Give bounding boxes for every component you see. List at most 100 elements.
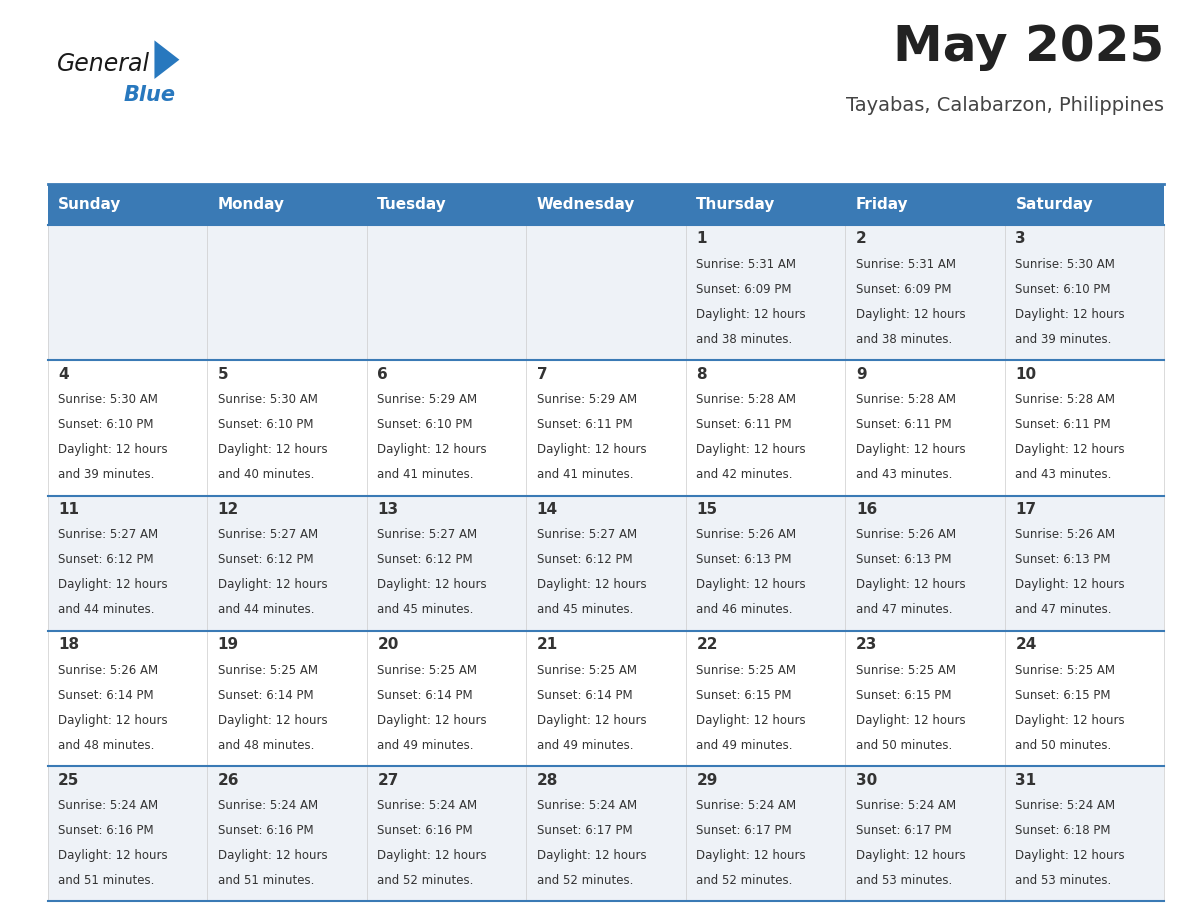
Text: 28: 28 <box>537 773 558 788</box>
Text: Sunset: 6:17 PM: Sunset: 6:17 PM <box>537 824 632 837</box>
Text: and 42 minutes.: and 42 minutes. <box>696 468 792 481</box>
Text: Daylight: 12 hours: Daylight: 12 hours <box>696 849 805 862</box>
Text: Daylight: 12 hours: Daylight: 12 hours <box>58 849 168 862</box>
Bar <box>207 360 367 496</box>
Bar <box>48 496 207 631</box>
Text: and 45 minutes.: and 45 minutes. <box>537 603 633 616</box>
Text: Daylight: 12 hours: Daylight: 12 hours <box>217 849 328 862</box>
Bar <box>48 184 207 225</box>
Text: and 38 minutes.: and 38 minutes. <box>855 332 952 346</box>
Text: and 52 minutes.: and 52 minutes. <box>696 874 792 887</box>
Text: Sunrise: 5:31 AM: Sunrise: 5:31 AM <box>855 258 956 271</box>
Text: and 43 minutes.: and 43 minutes. <box>1016 468 1112 481</box>
Text: Sunset: 6:13 PM: Sunset: 6:13 PM <box>696 554 792 566</box>
Text: Daylight: 12 hours: Daylight: 12 hours <box>217 713 328 727</box>
Text: Sunset: 6:10 PM: Sunset: 6:10 PM <box>1016 283 1111 296</box>
Text: 18: 18 <box>58 637 80 653</box>
Text: Sunrise: 5:24 AM: Sunrise: 5:24 AM <box>58 799 158 812</box>
Bar <box>526 631 685 767</box>
Text: Sunrise: 5:26 AM: Sunrise: 5:26 AM <box>1016 528 1116 542</box>
Text: Sunrise: 5:25 AM: Sunrise: 5:25 AM <box>217 664 317 677</box>
Text: Sunrise: 5:30 AM: Sunrise: 5:30 AM <box>58 393 158 406</box>
Text: and 44 minutes.: and 44 minutes. <box>58 603 154 616</box>
Bar <box>367 767 526 901</box>
Bar <box>367 496 526 631</box>
Text: Sunrise: 5:24 AM: Sunrise: 5:24 AM <box>1016 799 1116 812</box>
Text: Daylight: 12 hours: Daylight: 12 hours <box>58 443 168 456</box>
Text: 17: 17 <box>1016 502 1036 517</box>
Text: 29: 29 <box>696 773 718 788</box>
Text: Sunrise: 5:25 AM: Sunrise: 5:25 AM <box>537 664 637 677</box>
Text: Sunset: 6:16 PM: Sunset: 6:16 PM <box>217 824 314 837</box>
Text: and 47 minutes.: and 47 minutes. <box>855 603 953 616</box>
Text: May 2025: May 2025 <box>893 23 1164 71</box>
Bar <box>845 496 1005 631</box>
Text: Daylight: 12 hours: Daylight: 12 hours <box>1016 578 1125 591</box>
Bar <box>1005 631 1164 767</box>
Text: Sunrise: 5:28 AM: Sunrise: 5:28 AM <box>1016 393 1116 406</box>
Bar <box>685 225 845 360</box>
Text: Daylight: 12 hours: Daylight: 12 hours <box>696 443 805 456</box>
Text: Sunrise: 5:28 AM: Sunrise: 5:28 AM <box>696 393 796 406</box>
Text: Sunset: 6:13 PM: Sunset: 6:13 PM <box>855 554 952 566</box>
Text: Sunset: 6:13 PM: Sunset: 6:13 PM <box>1016 554 1111 566</box>
Bar <box>526 496 685 631</box>
Bar <box>845 360 1005 496</box>
Bar <box>685 496 845 631</box>
Text: and 50 minutes.: and 50 minutes. <box>1016 739 1112 752</box>
Text: Sunset: 6:17 PM: Sunset: 6:17 PM <box>696 824 792 837</box>
Text: and 51 minutes.: and 51 minutes. <box>58 874 154 887</box>
Text: Daylight: 12 hours: Daylight: 12 hours <box>855 443 966 456</box>
Text: Daylight: 12 hours: Daylight: 12 hours <box>58 578 168 591</box>
Text: Sunset: 6:09 PM: Sunset: 6:09 PM <box>855 283 952 296</box>
Text: Sunset: 6:10 PM: Sunset: 6:10 PM <box>58 418 153 431</box>
Bar <box>367 225 526 360</box>
Bar <box>845 225 1005 360</box>
Bar <box>367 184 526 225</box>
Text: and 39 minutes.: and 39 minutes. <box>58 468 154 481</box>
Text: 9: 9 <box>855 366 866 382</box>
Text: and 49 minutes.: and 49 minutes. <box>696 739 792 752</box>
Text: Sunrise: 5:29 AM: Sunrise: 5:29 AM <box>378 393 478 406</box>
Text: Daylight: 12 hours: Daylight: 12 hours <box>378 443 487 456</box>
Text: 26: 26 <box>217 773 239 788</box>
Bar <box>685 360 845 496</box>
Bar <box>207 496 367 631</box>
Text: Sunset: 6:15 PM: Sunset: 6:15 PM <box>855 688 952 701</box>
Text: 20: 20 <box>378 637 399 653</box>
Text: Daylight: 12 hours: Daylight: 12 hours <box>1016 443 1125 456</box>
Text: and 48 minutes.: and 48 minutes. <box>58 739 154 752</box>
Text: Daylight: 12 hours: Daylight: 12 hours <box>537 713 646 727</box>
Text: Sunset: 6:12 PM: Sunset: 6:12 PM <box>378 554 473 566</box>
Text: Sunrise: 5:24 AM: Sunrise: 5:24 AM <box>855 799 956 812</box>
Text: Sunrise: 5:26 AM: Sunrise: 5:26 AM <box>696 528 796 542</box>
Bar <box>526 360 685 496</box>
Text: 23: 23 <box>855 637 877 653</box>
Text: 7: 7 <box>537 366 548 382</box>
Bar <box>367 360 526 496</box>
Text: Sunrise: 5:25 AM: Sunrise: 5:25 AM <box>855 664 956 677</box>
Text: Monday: Monday <box>217 196 285 212</box>
Text: Blue: Blue <box>124 85 176 106</box>
Text: Saturday: Saturday <box>1016 196 1093 212</box>
Text: Sunrise: 5:25 AM: Sunrise: 5:25 AM <box>696 664 796 677</box>
Bar <box>685 184 845 225</box>
Bar <box>1005 360 1164 496</box>
Text: 27: 27 <box>378 773 399 788</box>
Bar <box>207 225 367 360</box>
Text: Daylight: 12 hours: Daylight: 12 hours <box>378 578 487 591</box>
Text: and 41 minutes.: and 41 minutes. <box>537 468 633 481</box>
Bar <box>845 631 1005 767</box>
Text: 3: 3 <box>1016 231 1026 246</box>
Text: Sunset: 6:11 PM: Sunset: 6:11 PM <box>537 418 632 431</box>
Text: Daylight: 12 hours: Daylight: 12 hours <box>378 849 487 862</box>
Text: Daylight: 12 hours: Daylight: 12 hours <box>58 713 168 727</box>
Text: 19: 19 <box>217 637 239 653</box>
Text: Tayabas, Calabarzon, Philippines: Tayabas, Calabarzon, Philippines <box>846 96 1164 116</box>
Text: Sunrise: 5:24 AM: Sunrise: 5:24 AM <box>696 799 796 812</box>
Text: Daylight: 12 hours: Daylight: 12 hours <box>855 308 966 320</box>
Text: Tuesday: Tuesday <box>378 196 447 212</box>
Text: Sunrise: 5:24 AM: Sunrise: 5:24 AM <box>378 799 478 812</box>
Text: 25: 25 <box>58 773 80 788</box>
Text: Sunset: 6:12 PM: Sunset: 6:12 PM <box>58 554 153 566</box>
